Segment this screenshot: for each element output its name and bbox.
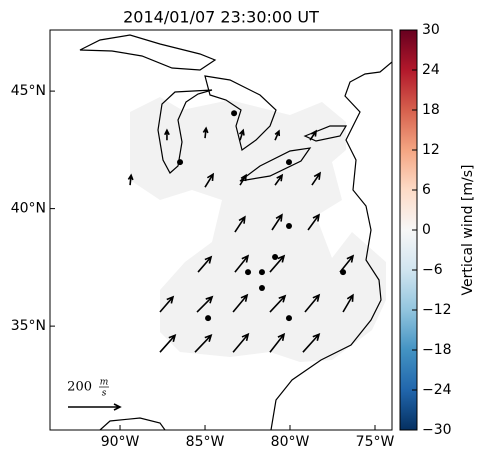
scale-value: 200 — [67, 380, 92, 395]
station — [205, 315, 212, 322]
station — [245, 269, 252, 276]
x-tick-label: 80°W — [271, 434, 310, 450]
x-tick-label: 75°W — [356, 434, 395, 450]
station — [272, 254, 279, 261]
x-tick-label: 90°W — [101, 434, 140, 450]
scale-unit-den: s — [102, 389, 107, 399]
wind-vector — [269, 294, 287, 313]
atlantic-coast — [270, 61, 392, 430]
station — [285, 159, 292, 166]
lake-ontario — [303, 125, 348, 142]
wind-vector — [204, 172, 215, 188]
y-tick-label: 35°N — [11, 318, 46, 334]
gulf-coast — [99, 417, 166, 430]
wind-vector — [202, 126, 209, 139]
wind-vector — [234, 254, 250, 273]
lake-huron — [204, 75, 277, 152]
wind-vector — [304, 293, 321, 313]
wind-vector — [274, 173, 284, 186]
wind-vector — [239, 173, 247, 186]
station — [177, 159, 184, 166]
scale-arrow — [68, 403, 122, 411]
chart-title: 2014/01/07 23:30:00 UT — [123, 8, 319, 27]
wind-vector — [232, 332, 250, 353]
station — [285, 223, 292, 230]
wind-vector — [309, 129, 318, 141]
lake-erie — [239, 147, 312, 182]
map — [79, 34, 392, 430]
colorbar-tick-label: −12 — [422, 302, 452, 318]
wind-vector — [196, 295, 214, 313]
station — [258, 285, 265, 292]
wind-vector — [234, 215, 246, 233]
colorbar-tick-label: 24 — [422, 62, 440, 78]
wind-vector — [307, 213, 320, 231]
wind-vector — [342, 293, 354, 313]
y-tick-label: 40°N — [11, 201, 46, 217]
x-tick-label: 85°W — [186, 434, 225, 450]
colorbar-tick-label: −18 — [422, 342, 452, 358]
station — [340, 269, 347, 276]
wind-vector — [164, 128, 170, 141]
colorbar-tick-label: 6 — [422, 182, 431, 198]
wind-vector — [197, 255, 213, 273]
lake-michigan — [157, 89, 213, 174]
station — [258, 269, 265, 276]
wind-vector — [194, 334, 213, 353]
wind-vector — [269, 332, 286, 353]
wind-vector — [238, 128, 245, 141]
colorbar-tick-label: −30 — [422, 422, 452, 438]
y-tick-label: 45°N — [11, 83, 46, 99]
wind-vector — [232, 293, 249, 313]
wind-vector — [274, 129, 281, 141]
station — [231, 110, 238, 117]
colorbar-tick-label: −24 — [422, 382, 452, 398]
wind-vector — [159, 295, 175, 313]
plot-frame — [49, 29, 393, 431]
lake-superior — [79, 34, 217, 71]
colorbar-tick-label: 12 — [422, 142, 440, 158]
wind-vector — [302, 332, 321, 353]
colorbar-tick-label: −6 — [422, 262, 443, 278]
wind-vector — [311, 171, 321, 186]
colorbar-label: Vertical wind [m/s] — [460, 165, 476, 296]
data-coverage — [130, 97, 386, 362]
scale-unit-num: m — [100, 378, 109, 388]
wind-vector — [127, 173, 134, 186]
wind-vector — [269, 254, 286, 273]
wind-vector — [271, 213, 283, 231]
colorbar-tick-label: 0 — [422, 222, 431, 238]
station — [285, 315, 292, 322]
colorbar-tick-label: 18 — [422, 102, 440, 118]
wind-vector — [159, 333, 177, 353]
colorbar-tick-label: 30 — [422, 22, 440, 38]
